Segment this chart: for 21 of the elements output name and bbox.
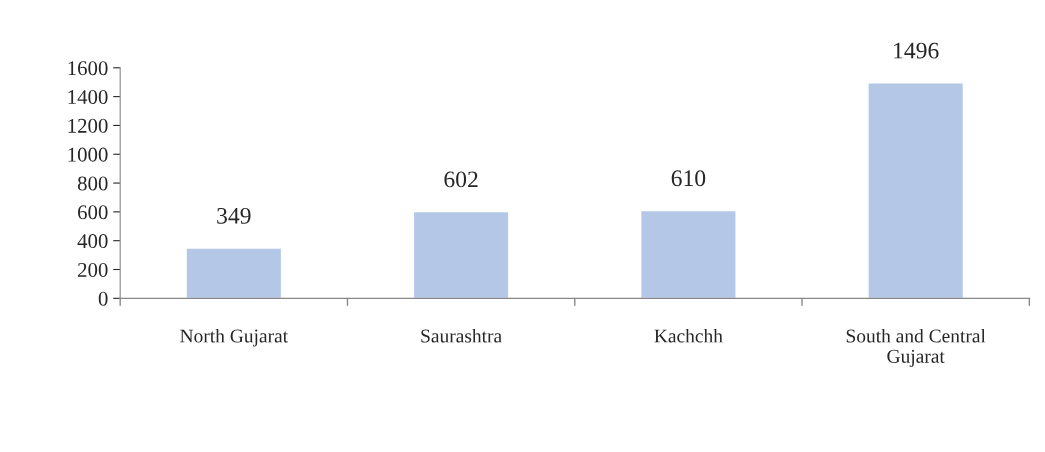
y-tick-label: 600: [78, 205, 108, 220]
bar: [639, 209, 737, 299]
data-label: 1496: [894, 42, 939, 59]
bar: [867, 82, 965, 299]
x-tick-label: South and Central Gujarat: [846, 328, 986, 367]
x-tick-label: North Gujarat: [180, 328, 288, 347]
y-tick-label: 800: [77, 176, 108, 191]
y-tick-label: 1600: [68, 61, 108, 76]
y-tick-label: 1000: [68, 147, 108, 162]
data-label: 349: [217, 207, 251, 224]
bar: [185, 247, 283, 299]
data-label: 602: [444, 171, 478, 188]
x-tick-label: Saurashtra: [421, 328, 502, 343]
y-tick-label: 200: [78, 262, 108, 277]
y-tick-label: 400: [77, 234, 108, 249]
y-tick-label: 1400: [68, 89, 108, 105]
bar: [412, 210, 510, 299]
data-label: 610: [671, 170, 706, 187]
x-tick-label: Kachchh: [654, 328, 723, 343]
y-tick-label: 0: [98, 291, 108, 306]
y-tick-label: 1200: [68, 118, 108, 133]
